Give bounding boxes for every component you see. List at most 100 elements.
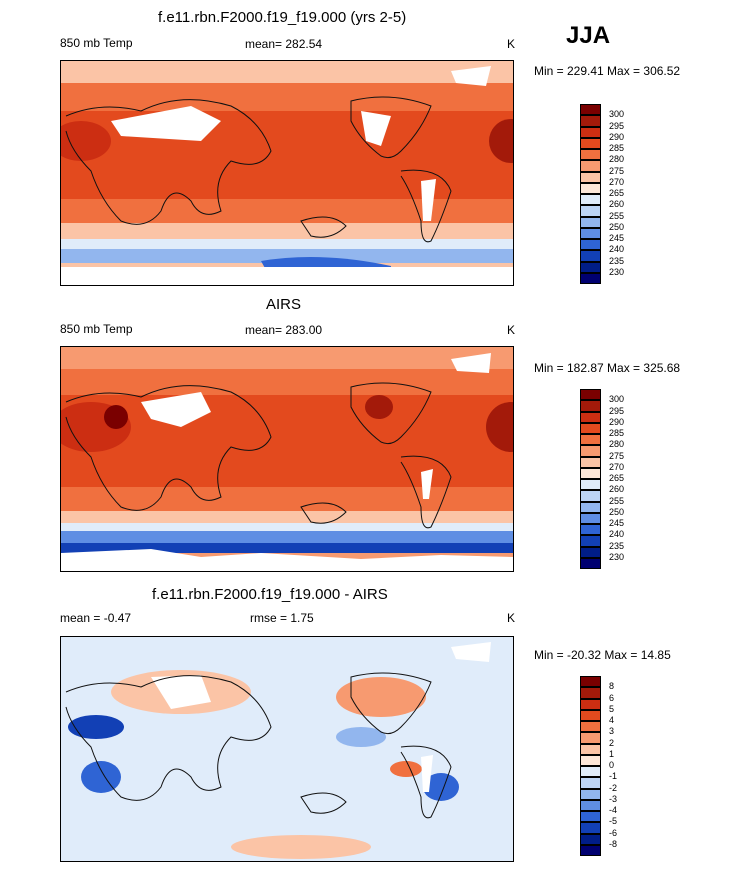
map-band-south-mid [61,511,513,525]
map-warm-bias-antarctic [231,835,371,859]
colorbar-tick-label: -3 [609,793,618,804]
colorbar-swatch [580,512,601,524]
map-coastlines [65,382,452,529]
colorbar-swatch [580,216,601,228]
colorbar-swatch [580,788,601,800]
colorbar-tick-label: 300 [609,394,625,405]
colorbar-swatch [580,389,601,401]
colorbar-tick-label: 300 [609,109,625,120]
colorbar-swatch [580,194,601,206]
map-rockies-mask [361,111,391,146]
map-hot-region-sahara [486,402,513,452]
colorbar-swatch [580,104,601,116]
colorbar-swatch [580,149,601,161]
colorbar-tick-label: 260 [609,484,625,495]
colorbar-tick-label: 4 [609,715,615,725]
panel-title: AIRS [266,296,302,313]
colorbar-tick-label: 290 [609,131,625,142]
colorbar-swatch [580,115,601,127]
panel-left-label: 850 mb Temp [60,322,133,336]
colorbar-tick-label: 280 [609,439,625,450]
colorbar-tick-label: 2 [609,737,615,748]
map-hot-region-africa [61,121,111,161]
map-background [61,637,513,861]
colorbar-swatch [580,833,601,845]
difference-map [60,636,514,862]
colorbar-tick-label: 270 [609,461,625,472]
colorbar-tick-label: -8 [609,838,618,849]
map-antarctica-mask [61,549,513,571]
colorbar-tick-label: 6 [609,692,615,703]
colorbar-tick-label: 240 [609,529,625,540]
map-band-southern-ocean [61,249,513,263]
colorbar-swatch [580,535,601,547]
map-hot-region-arabia [104,405,128,429]
colorbar-swatch [580,479,601,491]
map-cold-bias-south-america [423,773,459,801]
colorbar-swatch [580,422,601,434]
map-band-south-mid [61,223,513,241]
colorbar-tick-label: 230 [609,551,625,562]
map-hot-region-us-southwest [365,395,393,419]
map-warm-bias-peru [390,761,422,777]
colorbar-swatch [580,456,601,468]
colorbar-tick-label: -2 [609,782,618,793]
colorbar-tick-label: 275 [609,450,625,461]
colorbar-tick-label: 275 [609,165,625,176]
map-andes-mask [421,755,433,792]
map-tibet-mask [111,106,221,141]
panel-mean-label: mean= 283.00 [245,323,323,337]
colorbar-tick-label: 3 [609,726,615,737]
colorbar-swatch [580,524,601,536]
colorbar-swatch [580,160,601,172]
colorbar-tick-label: 5 [609,703,615,714]
colorbar-swatch [580,137,601,149]
panel-title: f.e11.rbn.F2000.f19_f19.000 - AIRS [152,586,388,603]
map-antarctica-mask [61,267,513,285]
map-cold-bias-africa [68,715,124,739]
colorbar-tick-label: 8 [609,681,615,692]
colorbar-tick-label: 255 [609,210,625,221]
colorbar-swatch [580,171,601,183]
map-band-tropics [61,395,513,490]
colorbar-swatch [580,205,601,217]
colorbar-tick-label: 270 [609,176,625,187]
map-band-south-sub [61,199,513,225]
colorbar-tick-label: 245 [609,518,625,528]
map-andes-mask [421,469,433,499]
colorbar-tick-label: 260 [609,199,625,210]
map-band-south-sub [61,487,513,513]
map-svg [61,347,513,571]
map-svg [61,61,513,285]
colorbar-tick-label: 265 [609,473,625,483]
colorbar: 8 6 5 4 3 2 1 0 -1 -2 -3 -4 -5 -6 -8 [580,676,640,856]
colorbar-tick-label: 250 [609,221,625,232]
colorbar-swatch [580,709,601,721]
colorbar-swatch [580,732,601,744]
colorbar-swatch [580,698,601,710]
colorbar-swatch [580,811,601,823]
colorbar-swatch [580,766,601,778]
map-greenland-mask [451,353,491,373]
colorbar-tick-label: 235 [609,255,625,266]
colorbar-tick-label: 285 [609,143,625,153]
panel-units-label: K [507,37,516,51]
map-cold-bias-pacific [336,727,386,747]
colorbar-tick-label: 1 [609,748,615,759]
colorbar-tick-label: 285 [609,428,625,438]
panel-mean-label: mean = -0.47 [60,611,132,625]
map-band-southern-ocean [61,531,513,545]
map-hot-region-middle-east [489,119,513,163]
colorbar-swatch [580,261,601,273]
colorbar-tick-label: 265 [609,188,625,198]
colorbar-swatch [580,182,601,194]
colorbar-swatch [580,822,601,834]
colorbar-tick-label: 280 [609,154,625,165]
colorbar-tick-label: 295 [609,120,625,131]
colorbar-swatch [580,557,601,569]
colorbar-tick-label: -6 [609,827,618,838]
colorbar-tick-label: 0 [609,760,615,770]
colorbar-swatch [580,467,601,479]
map-andes-mask [421,179,436,221]
colorbar-swatch [580,721,601,733]
